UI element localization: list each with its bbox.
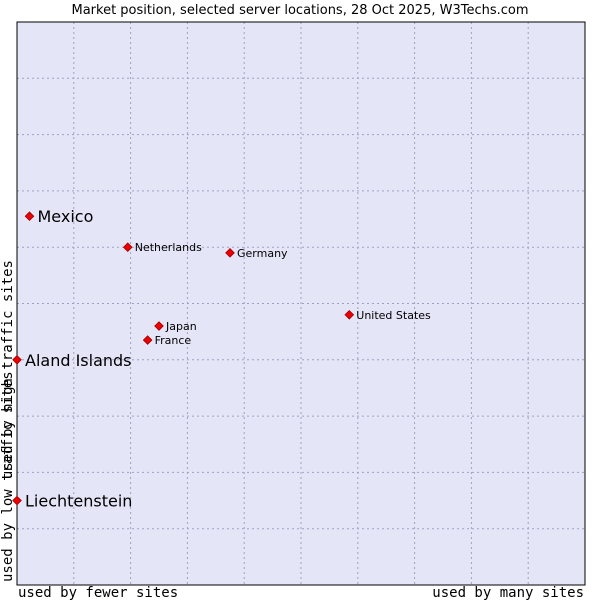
point-label: France [155, 334, 192, 347]
data-point-mexico: Mexico [24, 207, 93, 226]
point-marker [142, 335, 153, 345]
point-label: Liechtenstein [25, 492, 132, 511]
grid-lines [17, 22, 585, 585]
data-point-netherlands: Netherlands [122, 241, 202, 254]
point-marker [12, 495, 22, 506]
data-point-germany: Germany [225, 247, 288, 260]
point-label: Mexico [37, 207, 93, 226]
data-points: Mexico Netherlands Germany United States Jap… [12, 207, 431, 511]
chart-title: Market position, selected server locatio… [71, 3, 528, 18]
point-marker [154, 321, 164, 331]
data-point-aland-islands: Aland Islands [12, 351, 132, 370]
point-label: United States [356, 309, 431, 322]
point-label: Japan [165, 320, 197, 333]
data-point-japan: Japan [154, 320, 197, 333]
point-label: Germany [237, 247, 288, 260]
data-point-united-states: United States [344, 309, 431, 322]
data-point-france: France [142, 334, 192, 347]
plot-border [16, 21, 586, 586]
point-label: Aland Islands [25, 351, 132, 370]
x-axis-label-many: used by many sites [432, 585, 584, 600]
x-axis-label-fewer: used by fewer sites [18, 585, 178, 600]
point-marker [24, 211, 35, 222]
y-axis-label-high: used by high traffic sites [0, 260, 16, 479]
point-marker [12, 354, 22, 365]
y-axis-label-low: used by low traffic sites [0, 371, 16, 582]
point-marker [344, 309, 355, 320]
data-point-liechtenstein: Liechtenstein [12, 492, 132, 511]
point-marker [122, 242, 133, 253]
point-marker [225, 248, 235, 258]
point-label: Netherlands [135, 241, 202, 254]
